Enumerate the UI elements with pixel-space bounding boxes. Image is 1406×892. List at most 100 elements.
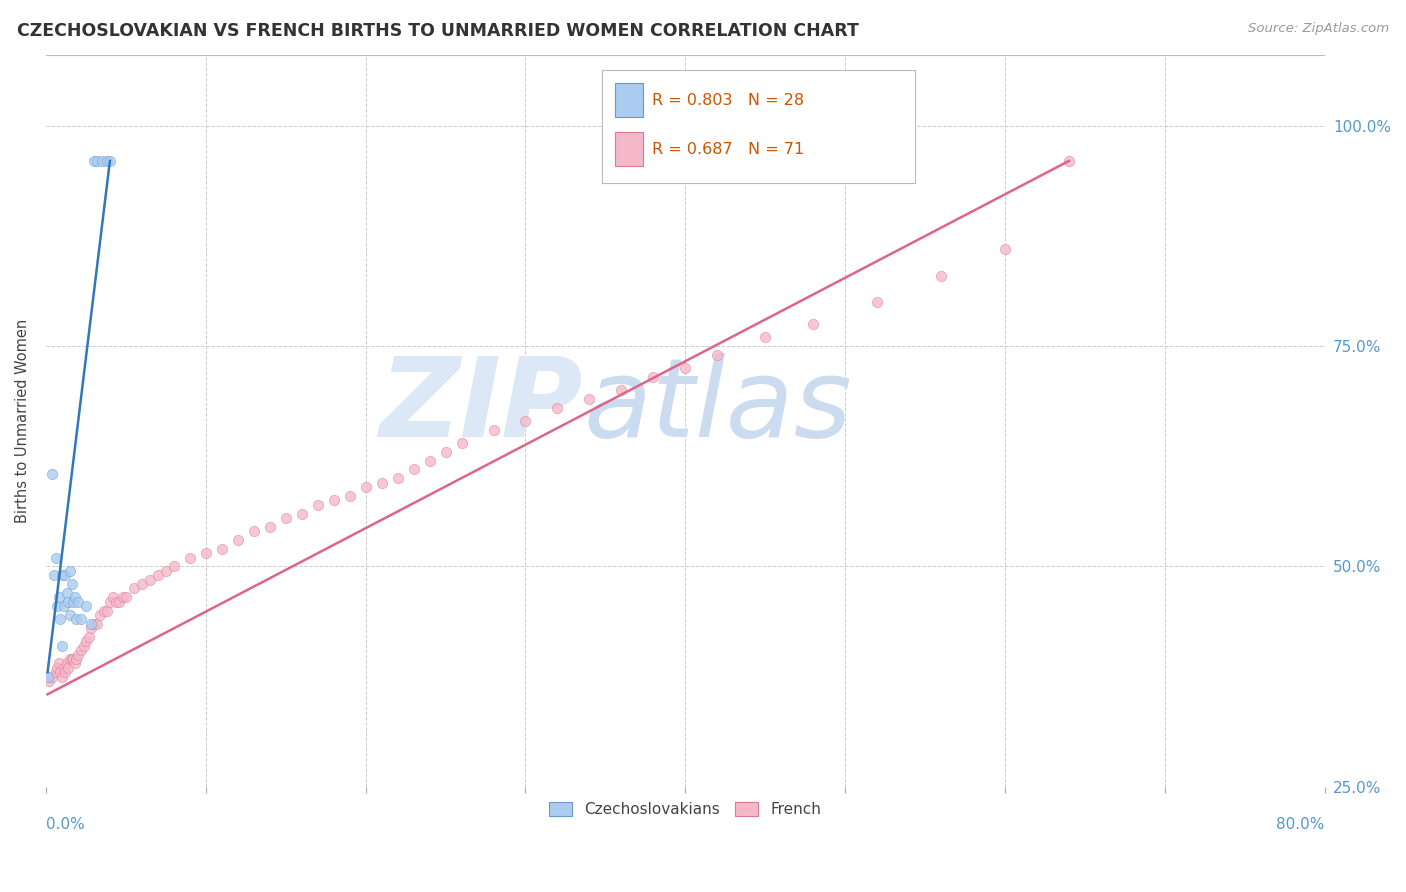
- Point: [46, 661, 69, 675]
- Point: [55, 657, 77, 671]
- Legend: Czechoslovakians, French: Czechoslovakians, French: [543, 796, 828, 823]
- Point: [66, 595, 89, 609]
- Point: [131, 577, 153, 591]
- Point: [90, 153, 112, 168]
- Point: [52, 661, 75, 675]
- Point: [41, 467, 63, 481]
- Point: [59, 607, 82, 622]
- Point: [801, 317, 824, 331]
- Point: [1057, 153, 1080, 168]
- Point: [994, 242, 1017, 256]
- Point: [155, 564, 177, 578]
- Point: [55, 586, 77, 600]
- Point: [38, 674, 60, 689]
- Point: [96, 153, 118, 168]
- Point: [52, 599, 75, 614]
- Point: [58, 595, 80, 609]
- Point: [49, 665, 72, 680]
- Point: [307, 498, 329, 512]
- Point: [111, 591, 134, 605]
- Point: [75, 634, 97, 648]
- Point: [59, 652, 82, 666]
- Point: [259, 520, 281, 534]
- Text: 0.0%: 0.0%: [46, 817, 84, 832]
- Point: [60, 577, 83, 591]
- Point: [86, 153, 108, 168]
- Point: [45, 550, 67, 565]
- Point: [65, 612, 87, 626]
- Point: [115, 591, 138, 605]
- Text: ZIP: ZIP: [380, 353, 583, 460]
- Point: [291, 507, 314, 521]
- Point: [42, 568, 65, 582]
- Y-axis label: Births to Unmarried Women: Births to Unmarried Women: [15, 318, 30, 523]
- Point: [75, 599, 97, 614]
- Point: [63, 657, 86, 671]
- Point: [387, 471, 409, 485]
- Text: 80.0%: 80.0%: [1277, 817, 1324, 832]
- Point: [48, 657, 70, 671]
- Point: [46, 599, 69, 614]
- Point: [51, 639, 73, 653]
- Point: [65, 652, 87, 666]
- Point: [179, 550, 201, 565]
- Point: [146, 568, 169, 582]
- Point: [89, 607, 111, 622]
- Text: CZECHOSLOVAKIAN VS FRENCH BIRTHS TO UNMARRIED WOMEN CORRELATION CHART: CZECHOSLOVAKIAN VS FRENCH BIRTHS TO UNMA…: [17, 22, 859, 40]
- Point: [58, 661, 80, 675]
- Point: [339, 489, 361, 503]
- Point: [643, 370, 665, 384]
- Text: Source: ZipAtlas.com: Source: ZipAtlas.com: [1249, 22, 1389, 36]
- Point: [274, 511, 297, 525]
- Point: [226, 533, 249, 547]
- Point: [101, 591, 124, 605]
- Point: [63, 591, 86, 605]
- Point: [80, 621, 103, 635]
- Point: [139, 573, 162, 587]
- Point: [610, 383, 633, 397]
- Point: [754, 330, 776, 344]
- Point: [482, 423, 505, 437]
- Point: [515, 414, 537, 428]
- Point: [434, 445, 457, 459]
- Point: [70, 643, 93, 657]
- Point: [41, 670, 63, 684]
- Point: [93, 603, 115, 617]
- Point: [98, 595, 121, 609]
- Point: [77, 630, 100, 644]
- Point: [322, 493, 344, 508]
- Point: [354, 480, 377, 494]
- Point: [105, 595, 128, 609]
- Point: [48, 591, 70, 605]
- Point: [163, 559, 186, 574]
- Point: [51, 670, 73, 684]
- Point: [73, 639, 96, 653]
- Point: [53, 665, 76, 680]
- Point: [370, 475, 392, 490]
- Point: [706, 348, 728, 362]
- Point: [45, 665, 67, 680]
- Point: [62, 595, 84, 609]
- Point: [194, 546, 217, 560]
- Point: [419, 453, 441, 467]
- Point: [66, 648, 89, 662]
- Point: [80, 616, 103, 631]
- Point: [673, 361, 696, 376]
- Point: [578, 392, 600, 406]
- Point: [402, 462, 425, 476]
- Point: [59, 564, 82, 578]
- Point: [450, 436, 472, 450]
- Point: [49, 612, 72, 626]
- Point: [62, 652, 84, 666]
- Point: [866, 295, 889, 310]
- Point: [51, 568, 73, 582]
- Point: [211, 541, 233, 556]
- Point: [108, 595, 131, 609]
- Point: [98, 153, 121, 168]
- Point: [546, 401, 568, 415]
- Point: [70, 612, 93, 626]
- Point: [60, 652, 83, 666]
- Point: [929, 268, 952, 283]
- Point: [37, 670, 59, 684]
- Text: atlas: atlas: [583, 353, 852, 460]
